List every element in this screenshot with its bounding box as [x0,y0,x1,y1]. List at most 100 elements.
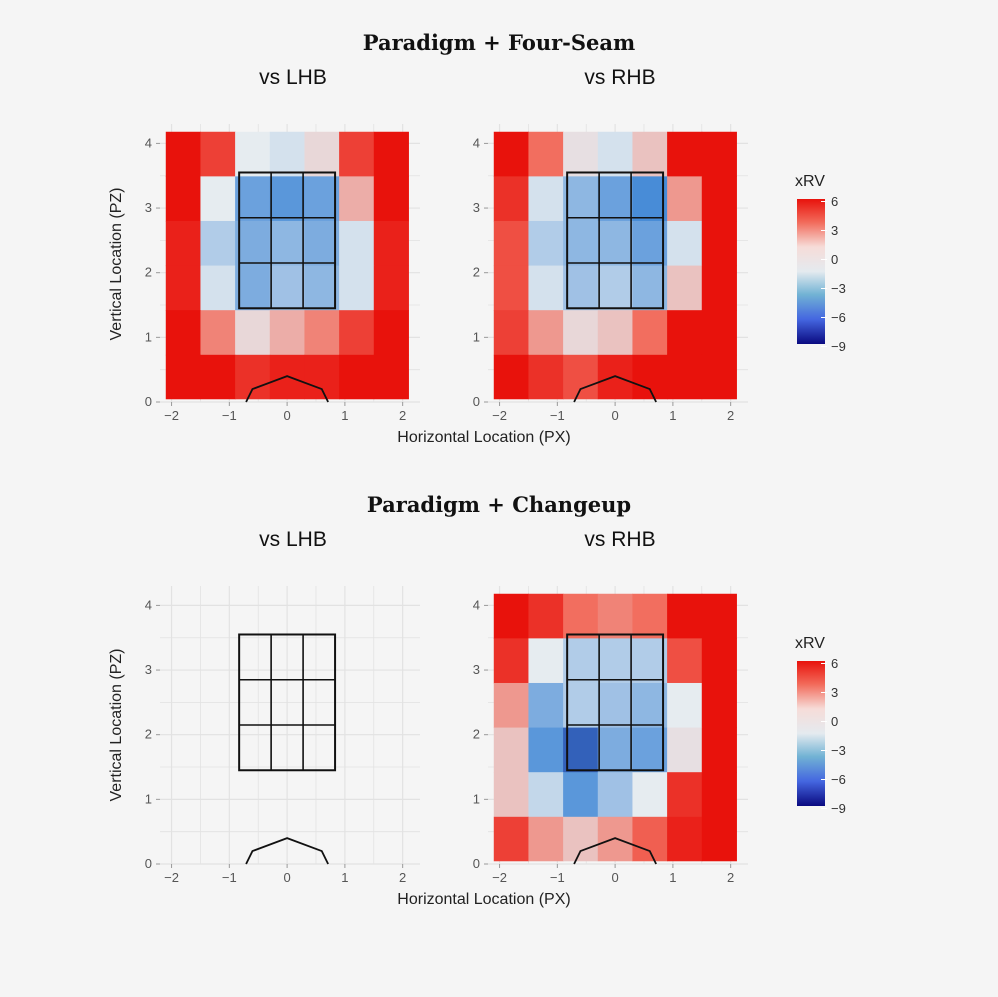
home-plate [245,375,329,403]
heatmap-cell [563,816,599,862]
heatmap-cell [165,131,201,177]
heatmap-cell [667,131,703,177]
y-tick-label: 4 [145,597,152,612]
home-plate [245,837,329,865]
heatmap-cell [304,354,340,400]
heatmap-cell [701,131,737,177]
x-tick-label: −1 [550,408,565,423]
heatmap-cell [165,265,201,311]
heatmap-cell [528,727,564,773]
heatmap-cell [493,816,529,862]
heatmap-cell [597,265,633,311]
x-tick-label: 0 [283,870,290,885]
heatmap-cell [373,354,409,400]
y-tick-label: 0 [473,856,480,871]
legend-color-bar [797,199,825,344]
heatmap-cell [667,176,703,222]
heatmap-cell [528,310,564,356]
x-tick-label: −2 [164,870,179,885]
heatmap-cell [339,176,375,222]
heatmap-cell [493,310,529,356]
heatmap-cell [528,772,564,818]
y-tick-label: 2 [145,265,152,280]
legend-tick: 0 [820,714,839,729]
y-tick-label: 0 [473,394,480,409]
heatmap-cell [563,220,599,267]
heatmap-cell [339,220,375,267]
y-tick-label: 1 [145,329,152,344]
heatmap-cell [339,265,375,311]
heatmap-cell [632,310,668,356]
heatmap-cell [597,593,633,639]
y-tick-label: 1 [473,329,480,344]
heatmap-cell [493,772,529,818]
x-tick-label: 2 [399,408,406,423]
x-axis-label-bottom: Horizontal Location (PX) [397,891,571,908]
subtitle-fs-lhb: vs LHB [259,66,327,89]
heatmap-cell [200,265,236,311]
x-tick-label: 0 [611,870,618,885]
y-tick-label: 3 [473,662,480,677]
heatmap-cell [667,310,703,356]
y-tick-label: 4 [473,135,480,150]
heatmap-cell [269,310,305,356]
heatmap-cell [235,220,271,267]
x-tick-label: 1 [669,870,676,885]
heatmap-cell [563,131,599,177]
heatmap-cell [701,682,737,729]
heatmap-cell [632,176,668,222]
heatmap-cell [200,131,236,177]
heatmap-cell [667,638,703,684]
heatmap-cell [269,265,305,311]
heatmap-cell [667,265,703,311]
heatmap-cell [493,593,529,639]
heatmap-cell [373,310,409,356]
x-tick-label: −2 [492,408,507,423]
heatmap-cell [701,354,737,400]
subtitle-ch-rhb: vs RHB [584,528,656,551]
x-tick-label: 2 [399,870,406,885]
heatmap-cell [667,682,703,729]
heatmap-cell [304,310,340,356]
legend-tick: −6 [821,772,846,787]
strike-zone [566,171,665,310]
heatmap-cell [493,131,529,177]
heatmap-cell [269,176,305,222]
heatmap-cell [701,638,737,684]
heatmap-cell [667,593,703,639]
heatmap-cell [200,176,236,222]
heatmap-cell [701,265,737,311]
x-tick-label: 1 [669,408,676,423]
color-legend-four-seam: xRV 6 3 0 −3 −6 −9 [795,173,875,353]
heatmap-cell [304,220,340,267]
x-tick-label: 1 [341,408,348,423]
x-tick-label: −1 [222,408,237,423]
x-tick-label: 2 [727,408,734,423]
y-tick-label: 1 [145,791,152,806]
heatmap-cell [632,682,668,729]
y-tick-label: 4 [145,135,152,150]
heatmap-cell [373,220,409,267]
legend-tick: −9 [821,801,846,816]
legend-tick: 3 [820,223,839,238]
y-tick-label: 0 [145,856,152,871]
heatmap-cell [597,682,633,729]
heatmap-cell [373,265,409,311]
heatmap-cell [597,176,633,222]
heatmap-cell [528,220,564,267]
legend-tick: 6 [820,194,839,209]
heatmap-cell [667,816,703,862]
heatmap-cell [563,727,599,773]
heatmap-four-seam-lhb: −2 −1 0 1 2 0 1 2 3 4 [145,124,420,423]
heatmap-cell [701,772,737,818]
heatmap-cell [563,310,599,356]
heatmap-cell [493,682,529,729]
y-tick-label: 0 [145,394,152,409]
heatmap-cell [632,727,668,773]
legend-tick: 0 [820,252,839,267]
y-axis-label-bottom: Vertical Location (PZ) [108,648,125,802]
heatmap-cell [304,131,340,177]
x-tick-label: 2 [727,870,734,885]
heatmap-cell [235,176,271,222]
home-plate [573,375,657,403]
